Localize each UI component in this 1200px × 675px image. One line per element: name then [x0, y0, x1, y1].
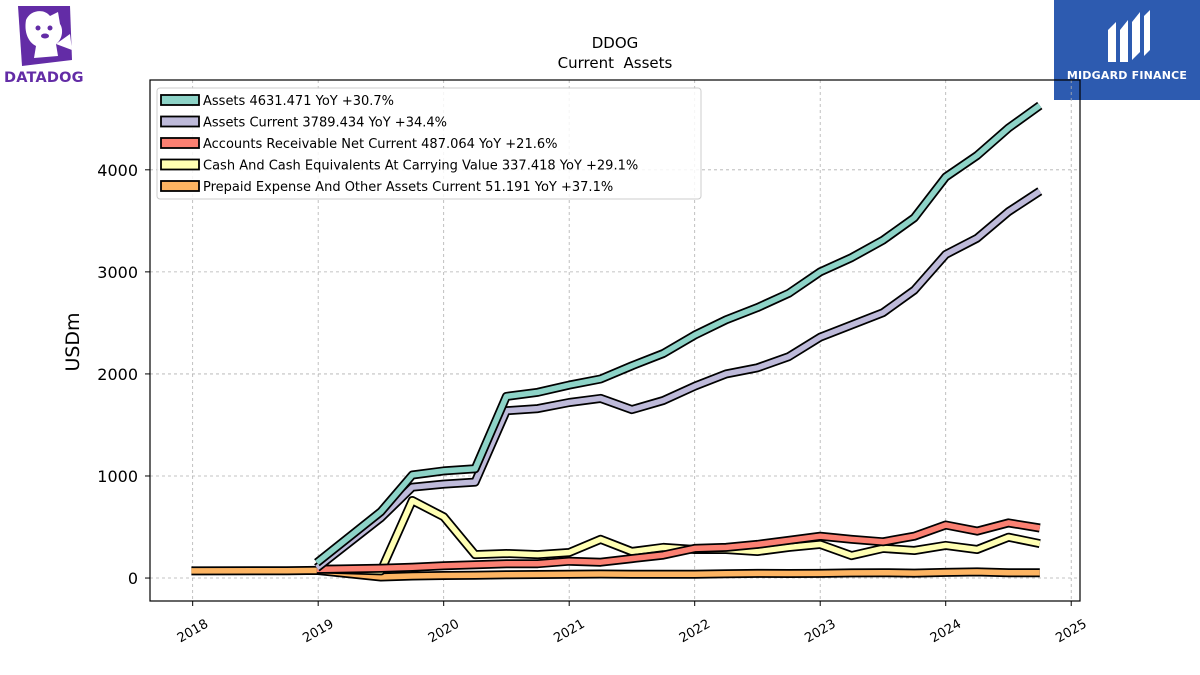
x-tick-label: 2018 [175, 617, 211, 647]
datadog-logo: DATADOG [0, 0, 95, 90]
x-tick-label: 2019 [300, 617, 336, 647]
legend-label: Assets 4631.471 YoY +30.7% [203, 94, 394, 109]
series-line-assets [315, 103, 1042, 565]
x-tick-label: 2025 [1053, 617, 1089, 647]
legend-label: Prepaid Expense And Other Assets Current… [203, 180, 613, 195]
legend: Assets 4631.471 YoY +30.7% Assets Current… [156, 87, 702, 200]
series-line-assets-current [315, 188, 1042, 570]
series-line-accounts-receivable-net-current [316, 520, 1041, 573]
midgard-finance-icon [1108, 10, 1150, 62]
chart-subtitle: Current Assets [558, 54, 673, 72]
series-outline-cash-and-cash-equivalents-at-carrying-value [316, 496, 1041, 576]
x-tick-label: 2020 [426, 617, 462, 647]
legend-box [156, 87, 702, 200]
chart-title: DDOG [592, 34, 639, 52]
y-tick-label: 0 [128, 569, 138, 588]
legend-swatch [160, 137, 200, 149]
legend-label: Assets Current 3789.434 YoY +34.4% [203, 116, 447, 131]
x-tick-label: 2023 [802, 617, 838, 647]
legend-label: Cash And Cash Equivalents At Carrying Va… [203, 159, 638, 174]
series-line-prepaid-expense-and-other-assets-current [191, 567, 1040, 580]
legend-swatch [160, 94, 200, 106]
legend-swatch [160, 158, 200, 171]
y-tick-label: 4000 [97, 161, 138, 180]
y-tick-label: 2000 [97, 365, 138, 384]
x-tick-label: 2024 [928, 617, 964, 647]
datadog-wordmark: DATADOG [4, 70, 84, 86]
legend-swatch [160, 180, 200, 192]
y-tick-label: 3000 [97, 263, 138, 282]
legend-label: Accounts Receivable Net Current 487.064 … [203, 137, 558, 152]
midgard-finance-wordmark: MIDGARD FINANCE [1066, 69, 1188, 82]
datadog-dog-icon [18, 6, 72, 66]
series-group [191, 101, 1043, 582]
midgard-finance-logo: MIDGARD FINANCE [1054, 0, 1200, 100]
x-tick-label: 2022 [677, 617, 713, 647]
plot-frame [149, 79, 1081, 602]
y-axis-label: USDm [62, 312, 84, 371]
legend-swatch [160, 115, 200, 128]
x-tick-label: 2021 [551, 617, 587, 647]
y-tick-label: 1000 [97, 467, 138, 486]
